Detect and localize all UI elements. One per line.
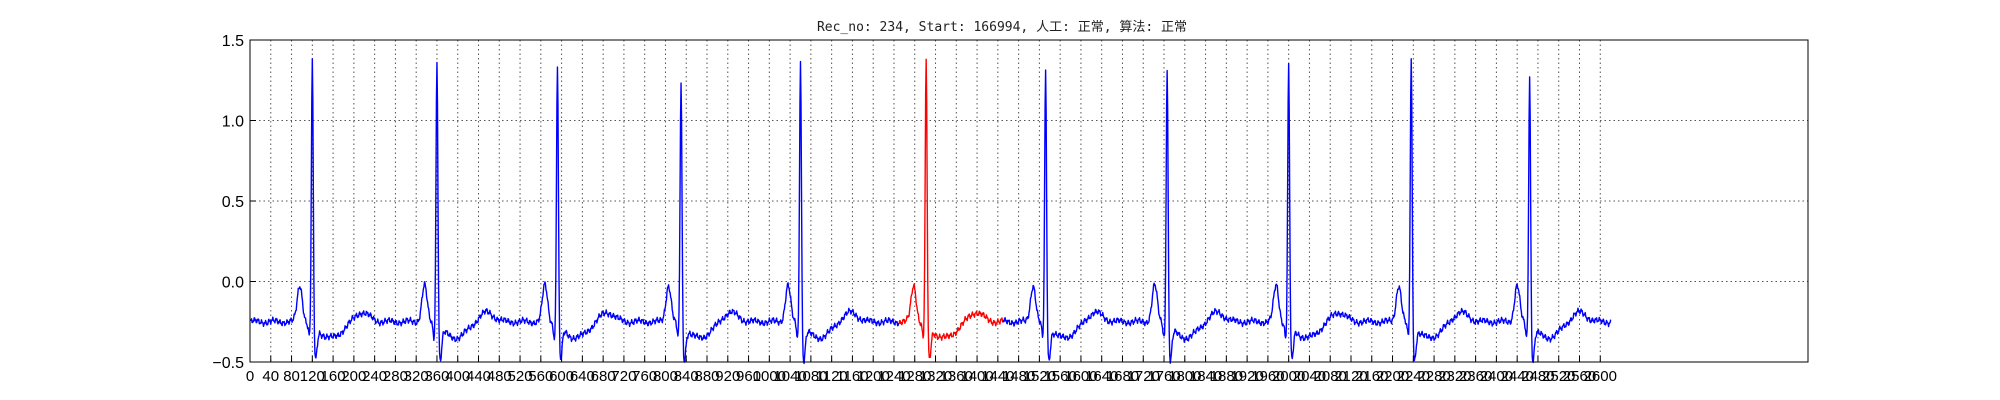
x-tick-label: 840 — [674, 368, 699, 385]
x-tick-label: 1640 — [1085, 368, 1118, 385]
x-tick-label: 2120 — [1334, 368, 1367, 385]
x-tick-label: 2160 — [1355, 368, 1388, 385]
x-tick-label: 1280 — [898, 368, 931, 385]
x-tick-label: 1480 — [1002, 368, 1035, 385]
y-tick-label: 0.5 — [222, 194, 244, 211]
x-tick-label: 1120 — [816, 368, 848, 385]
x-tick-label: 1720 — [1127, 368, 1160, 385]
x-tick-label: 640 — [570, 368, 595, 385]
x-tick-label: 480 — [487, 368, 512, 385]
x-tick-label: 1200 — [857, 368, 890, 385]
x-tick-label: 1080 — [794, 368, 827, 385]
x-tick-label: 360 — [424, 368, 449, 385]
x-tick-label: 1800 — [1168, 368, 1201, 385]
x-tick-label: 560 — [528, 368, 553, 385]
x-tick-label: 760 — [632, 368, 657, 385]
y-axis: 1.5 1.0 0.5 0.0 −0.5 — [212, 33, 256, 372]
x-tick-label: 2480 — [1521, 368, 1554, 385]
x-tick-label: 1840 — [1189, 368, 1222, 385]
x-tick-label: 720 — [611, 368, 636, 385]
y-tick-label: 0.0 — [222, 275, 244, 292]
x-tick-label: 2400 — [1480, 368, 1513, 385]
x-tick-label: 1000 — [753, 368, 786, 385]
x-tick-label: 1160 — [836, 368, 868, 385]
x-tick-label: 680 — [591, 368, 616, 385]
x-tick-label: 400 — [445, 368, 470, 385]
x-tick-label: 2600 — [1584, 368, 1617, 385]
x-tick-label: 200 — [341, 368, 366, 385]
x-tick-label: 1560 — [1043, 368, 1076, 385]
highlighted-beat-line — [898, 58, 1004, 359]
x-tick-label: 2360 — [1459, 368, 1492, 385]
x-tick-label: 1960 — [1251, 368, 1284, 385]
x-tick-label: 1240 — [877, 368, 910, 385]
x-tick-label: 120 — [300, 368, 325, 385]
x-tick-label: 960 — [736, 368, 761, 385]
x-tick-label: 40 — [262, 368, 279, 385]
x-tick-label: 1400 — [960, 368, 993, 385]
x-tick-label: 2280 — [1417, 368, 1450, 385]
x-tick-label: 520 — [508, 368, 533, 385]
x-tick-label: 440 — [466, 368, 491, 385]
x-tick-label: 1880 — [1210, 368, 1243, 385]
x-tick-label: 1040 — [773, 368, 806, 385]
y-tick-label: 1.5 — [222, 33, 244, 50]
x-tick-label: 1680 — [1106, 368, 1139, 385]
x-tick-label: 1440 — [981, 368, 1014, 385]
x-tick-label: 600 — [549, 368, 574, 385]
x-tick-label: 2320 — [1438, 368, 1471, 385]
signal-series — [249, 58, 1612, 365]
chart-title: Rec_no: 234, Start: 166994, 人工: 正常, 算法: … — [817, 20, 1187, 35]
x-tick-label: 1600 — [1064, 368, 1097, 385]
x-tick-label: 1920 — [1230, 368, 1263, 385]
x-tick-label: 2000 — [1272, 368, 1305, 385]
x-tick-label: 2200 — [1376, 368, 1409, 385]
x-axis: 0 40 80 12016020024028032036040044048052056… — [246, 356, 1617, 385]
x-tick-label: 2240 — [1397, 368, 1430, 385]
y-tick-label: 1.0 — [222, 114, 244, 131]
x-tick-label: 920 — [715, 368, 740, 385]
x-tick-label: 880 — [694, 368, 719, 385]
x-tick-label: 1520 — [1023, 368, 1056, 385]
x-tick-label: 80 — [283, 368, 300, 385]
x-tick-label: 800 — [653, 368, 678, 385]
x-tick-label: 1320 — [919, 368, 952, 385]
y-tick-label: −0.5 — [212, 355, 244, 372]
x-tick-label: 2440 — [1500, 368, 1533, 385]
x-tick-label: 2560 — [1563, 368, 1596, 385]
x-tick-label: 160 — [321, 368, 346, 385]
x-tick-label: 320 — [404, 368, 429, 385]
x-tick-label: 280 — [383, 368, 408, 385]
x-tick-label: 1760 — [1147, 368, 1180, 385]
x-tick-label: 2040 — [1293, 368, 1326, 385]
x-tick-label: 240 — [362, 368, 387, 385]
signal-line-0 — [249, 58, 900, 365]
x-tick-label: 0 — [246, 368, 254, 385]
signal-line-2 — [1002, 58, 1612, 364]
x-tick-label: 1360 — [940, 368, 973, 385]
x-tick-label: 2520 — [1542, 368, 1575, 385]
x-tick-label: 2080 — [1314, 368, 1347, 385]
